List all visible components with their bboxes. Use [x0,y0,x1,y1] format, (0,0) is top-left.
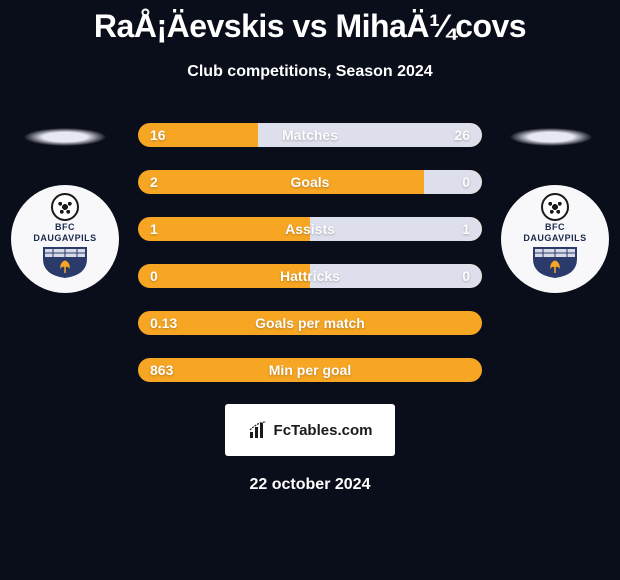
stat-right-value: 0 [462,174,470,190]
stat-row-mpg: 863 Min per goal [138,358,482,382]
crest-line1: BFC [545,223,565,232]
date-text: 22 october 2024 [0,476,620,494]
crest-line2: DAUGAVPILS [33,234,96,243]
stat-label: Goals [291,174,330,190]
stat-row-gpm: 0.13 Goals per match [138,311,482,335]
comparison-card: RaÅ¡Äevskis vs MihaÄ¼covs Club competiti… [0,0,620,494]
crest-line2: DAUGAVPILS [523,234,586,243]
stat-left-value: 0.13 [150,315,177,331]
stat-label: Hattricks [280,268,340,284]
left-team-crest: BFC DAUGAVPILS [11,185,119,293]
brand-text: FcTables.com [274,422,373,439]
shield-icon [41,245,89,279]
stat-row-goals: 2 Goals 0 [138,170,482,194]
crest-line1: BFC [55,223,75,232]
stat-label: Goals per match [255,315,365,331]
stat-label: Min per goal [269,362,351,378]
subtitle: Club competitions, Season 2024 [0,63,620,81]
stat-left-value: 1 [150,221,158,237]
stat-row-hattricks: 0 Hattricks 0 [138,264,482,288]
shield-icon [531,245,579,279]
glow-ellipse [10,123,120,151]
stat-left-value: 16 [150,127,166,143]
stat-label: Assists [285,221,335,237]
stat-right-value: 26 [454,127,470,143]
stat-row-matches: 16 Matches 26 [138,123,482,147]
stat-left-value: 863 [150,362,173,378]
stat-fill [310,217,482,241]
stat-row-assists: 1 Assists 1 [138,217,482,241]
stat-right-value: 1 [462,221,470,237]
stat-fill [424,170,482,194]
glow-ellipse [496,123,606,151]
left-team-col: BFC DAUGAVPILS [10,123,120,293]
stat-right-value: 0 [462,268,470,284]
soccer-ball-icon [541,193,569,221]
right-team-col: BFC DAUGAVPILS [500,123,610,293]
brand-link[interactable]: FcTables.com [225,404,395,456]
stats-bars: 16 Matches 26 2 Goals 0 1 Assists 1 0 Ha… [138,123,482,382]
main-area: BFC DAUGAVPILS [0,123,620,382]
stat-left-value: 2 [150,174,158,190]
page-title: RaÅ¡Äevskis vs MihaÄ¼covs [0,8,620,45]
soccer-ball-icon [51,193,79,221]
brand-bars-icon [248,420,270,440]
right-team-crest: BFC DAUGAVPILS [501,185,609,293]
stat-label: Matches [282,127,338,143]
stat-left-value: 0 [150,268,158,284]
